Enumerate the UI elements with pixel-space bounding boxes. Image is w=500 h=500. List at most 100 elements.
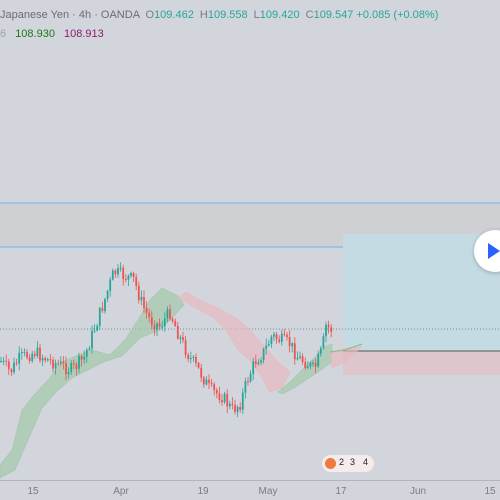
candle-body <box>127 275 130 280</box>
candle-body <box>104 298 106 312</box>
candle-body <box>15 362 18 364</box>
axis-tick: Apr <box>113 486 129 497</box>
candle-body <box>148 312 151 318</box>
candle-body <box>231 403 234 405</box>
candle-body <box>319 348 322 354</box>
candle-body <box>304 362 307 368</box>
candle-body <box>70 363 73 372</box>
candle-body <box>241 392 244 410</box>
candle-body <box>176 325 179 339</box>
candle-body <box>187 354 190 359</box>
candle-body <box>202 377 205 385</box>
candle-body <box>184 340 187 355</box>
candle-body <box>65 363 67 375</box>
low-label: L <box>253 9 260 21</box>
candle-body <box>140 296 143 301</box>
indicator-legend[interactable]: 6 108.930 108.913 <box>0 28 104 40</box>
candle-body <box>28 357 31 361</box>
candle-body <box>286 334 288 337</box>
candle-body <box>200 367 203 378</box>
candle-body <box>273 334 275 337</box>
candle-body <box>145 308 148 313</box>
high-label: H <box>199 9 208 21</box>
candle-body <box>85 349 88 357</box>
ichimoku-cloud <box>0 287 363 479</box>
candle-body <box>0 361 2 363</box>
candle-body <box>137 285 140 301</box>
candle-body <box>299 356 301 358</box>
candle-body <box>280 333 283 342</box>
candle-body <box>189 358 192 360</box>
candle-body <box>301 356 304 363</box>
candle-body <box>36 347 39 356</box>
candle-body <box>205 379 208 385</box>
candle-body <box>260 360 262 363</box>
candle-body <box>26 351 28 358</box>
indicator-prefix: 6 <box>0 28 7 40</box>
badge-page-2[interactable]: 2 <box>339 457 345 467</box>
candle-body <box>78 356 80 369</box>
candle-body <box>322 336 325 348</box>
candle-body <box>325 324 327 337</box>
axis-tick: 15 <box>27 486 39 497</box>
badge-page-4[interactable]: 4 <box>363 457 369 467</box>
candle-body <box>158 323 161 327</box>
cloud-bullish <box>0 287 185 479</box>
candle-body <box>218 393 221 401</box>
candle-body <box>195 357 197 363</box>
cloud-span-line <box>329 343 363 353</box>
badge-logo-icon <box>325 458 336 469</box>
candle-body <box>179 337 182 339</box>
candle-body <box>262 348 265 361</box>
symbol-title[interactable]: Japanese Yen · 4h · OANDA <box>0 9 140 21</box>
candle-body <box>270 336 273 344</box>
candle-body <box>236 407 239 412</box>
axis-tick: Jun <box>409 486 427 497</box>
change-value: +0.085 (+0.08%) <box>356 9 439 21</box>
candle-body <box>135 277 138 286</box>
long-position-profit-area[interactable] <box>343 234 500 351</box>
candle-body <box>239 407 242 410</box>
candle-body <box>75 364 78 369</box>
candle-body <box>317 353 320 367</box>
candle-body <box>46 359 49 361</box>
candle-body <box>257 362 260 364</box>
candle-body <box>309 362 312 367</box>
candle-body <box>228 403 231 407</box>
open-label: O <box>145 9 155 21</box>
time-axis[interactable]: 15 Apr 19 May 17 Jun 15 <box>0 480 500 500</box>
candle-body <box>161 326 164 328</box>
candle-body <box>306 366 309 368</box>
candle-body <box>59 361 62 364</box>
candle-body <box>44 358 47 361</box>
long-position-loss-area[interactable] <box>343 351 500 375</box>
candle-body <box>72 363 75 365</box>
candle-body <box>156 323 158 330</box>
candle-body <box>114 270 117 275</box>
candle-body <box>41 358 44 361</box>
candle-body <box>171 318 174 322</box>
candle-body <box>2 360 5 362</box>
axis-tick: May <box>258 486 278 497</box>
candle-body <box>278 339 281 342</box>
low-value: 109.420 <box>259 9 300 21</box>
page-badge[interactable]: 2 3 4 <box>322 455 374 472</box>
candle-body <box>10 369 13 373</box>
candle-body <box>234 404 236 412</box>
candle-body <box>249 373 252 382</box>
price-chart[interactable] <box>0 0 500 480</box>
candle-body <box>80 356 83 360</box>
candle-body <box>150 317 153 326</box>
badge-page-3[interactable]: 3 <box>350 457 356 467</box>
candle-body <box>265 345 268 349</box>
candle-body <box>267 344 270 346</box>
open-value: 109.462 <box>154 9 194 21</box>
candle-body <box>5 360 8 362</box>
candle-body <box>166 309 169 319</box>
candle-body <box>96 325 99 331</box>
candle-body <box>49 359 52 361</box>
candle-body <box>153 325 156 330</box>
candle-body <box>296 357 299 360</box>
candle-body <box>39 347 41 361</box>
candle-body <box>293 343 296 360</box>
